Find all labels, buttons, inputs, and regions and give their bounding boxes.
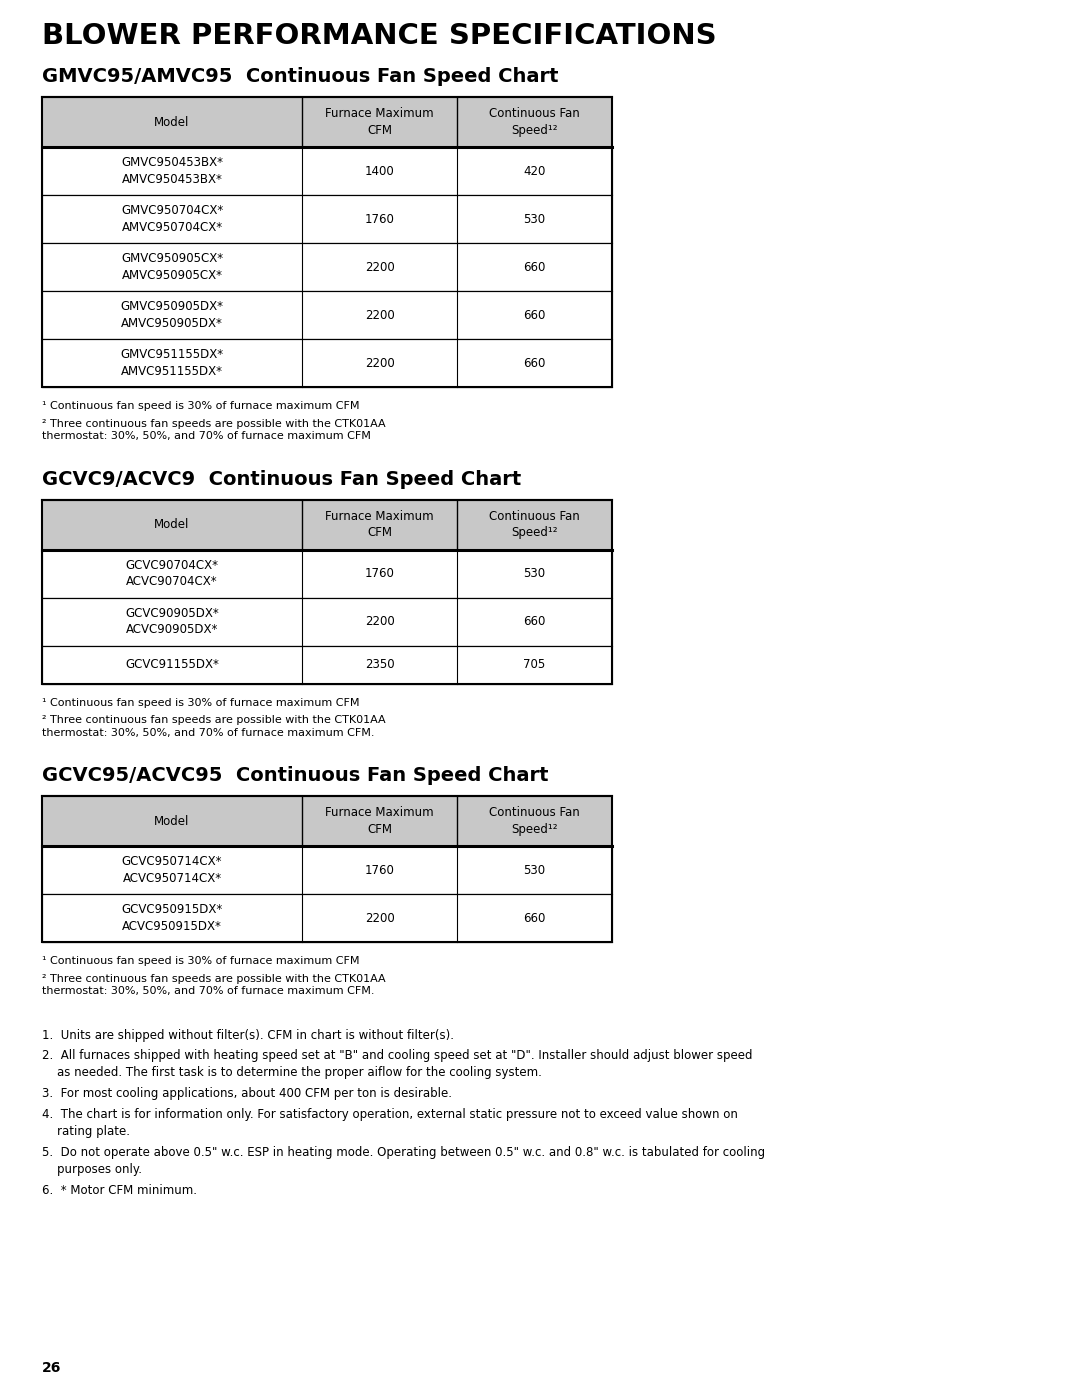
Bar: [42, 196, 612, 243]
Text: ² Three continuous fan speeds are possible with the CTK01AA
thermostat: 30%, 50%: ² Three continuous fan speeds are possib…: [42, 715, 386, 738]
Bar: [42, 796, 612, 847]
Text: Continuous Fan
Speed¹²: Continuous Fan Speed¹²: [489, 108, 580, 137]
Bar: [42, 894, 612, 942]
Text: 660: 660: [524, 615, 545, 629]
Text: 660: 660: [524, 260, 545, 274]
Text: GCVC9/ACVC9  Continuous Fan Speed Chart: GCVC9/ACVC9 Continuous Fan Speed Chart: [42, 469, 522, 489]
Text: 2200: 2200: [365, 356, 394, 369]
Text: Model: Model: [154, 116, 190, 129]
Bar: [42, 147, 612, 196]
Text: 4.  The chart is for information only. For satisfactory operation, external stat: 4. The chart is for information only. Fo…: [42, 1108, 738, 1137]
Text: ¹ Continuous fan speed is 30% of furnace maximum CFM: ¹ Continuous fan speed is 30% of furnace…: [42, 401, 360, 411]
Text: GMVC950453BX*
AMVC950453BX*: GMVC950453BX* AMVC950453BX*: [121, 156, 222, 186]
Bar: [42, 500, 612, 683]
Text: 5.  Do not operate above 0.5" w.c. ESP in heating mode. Operating between 0.5" w: 5. Do not operate above 0.5" w.c. ESP in…: [42, 1146, 765, 1175]
Text: 1760: 1760: [365, 863, 394, 876]
Text: 530: 530: [524, 212, 545, 225]
Text: GMVC950905DX*
AMVC950905DX*: GMVC950905DX* AMVC950905DX*: [121, 300, 224, 330]
Text: 660: 660: [524, 356, 545, 369]
Text: 2.  All furnaces shipped with heating speed set at "B" and cooling speed set at : 2. All furnaces shipped with heating spe…: [42, 1049, 753, 1078]
Text: Furnace Maximum
CFM: Furnace Maximum CFM: [325, 510, 434, 539]
Text: 2200: 2200: [365, 911, 394, 925]
Text: Continuous Fan
Speed¹²: Continuous Fan Speed¹²: [489, 510, 580, 539]
Text: 26: 26: [42, 1361, 62, 1375]
Text: Furnace Maximum
CFM: Furnace Maximum CFM: [325, 108, 434, 137]
Text: GCVC95/ACVC95  Continuous Fan Speed Chart: GCVC95/ACVC95 Continuous Fan Speed Chart: [42, 766, 549, 785]
Bar: [42, 339, 612, 387]
Text: GCVC90704CX*
ACVC90704CX*: GCVC90704CX* ACVC90704CX*: [125, 559, 218, 588]
Bar: [42, 847, 612, 894]
Bar: [42, 243, 612, 291]
Bar: [42, 500, 612, 549]
Bar: [42, 645, 612, 683]
Text: GMVC95/AMVC95  Continuous Fan Speed Chart: GMVC95/AMVC95 Continuous Fan Speed Chart: [42, 67, 558, 87]
Text: 660: 660: [524, 309, 545, 321]
Text: 530: 530: [524, 863, 545, 876]
Text: 3.  For most cooling applications, about 400 CFM per ton is desirable.: 3. For most cooling applications, about …: [42, 1087, 453, 1099]
Text: ¹ Continuous fan speed is 30% of furnace maximum CFM: ¹ Continuous fan speed is 30% of furnace…: [42, 697, 360, 707]
Text: 1760: 1760: [365, 212, 394, 225]
Text: GCVC950714CX*
ACVC950714CX*: GCVC950714CX* ACVC950714CX*: [122, 855, 222, 884]
Text: 2200: 2200: [365, 615, 394, 629]
Text: ² Three continuous fan speeds are possible with the CTK01AA
thermostat: 30%, 50%: ² Three continuous fan speeds are possib…: [42, 974, 386, 996]
Text: GCVC950915DX*
ACVC950915DX*: GCVC950915DX* ACVC950915DX*: [121, 904, 222, 933]
Text: GMVC951155DX*
AMVC951155DX*: GMVC951155DX* AMVC951155DX*: [121, 348, 224, 377]
Text: Model: Model: [154, 814, 190, 827]
Text: 530: 530: [524, 567, 545, 580]
Bar: [42, 796, 612, 942]
Text: Continuous Fan
Speed¹²: Continuous Fan Speed¹²: [489, 806, 580, 835]
Text: 1760: 1760: [365, 567, 394, 580]
Text: BLOWER PERFORMANCE SPECIFICATIONS: BLOWER PERFORMANCE SPECIFICATIONS: [42, 22, 717, 50]
Text: 705: 705: [524, 658, 545, 671]
Bar: [42, 291, 612, 339]
Text: 2200: 2200: [365, 260, 394, 274]
Bar: [42, 96, 612, 387]
Text: Model: Model: [154, 518, 190, 531]
Bar: [42, 96, 612, 147]
Text: GCVC91155DX*: GCVC91155DX*: [125, 658, 219, 671]
Text: GMVC950704CX*
AMVC950704CX*: GMVC950704CX* AMVC950704CX*: [121, 204, 224, 233]
Text: 2350: 2350: [365, 658, 394, 671]
Text: 2200: 2200: [365, 309, 394, 321]
Text: ² Three continuous fan speeds are possible with the CTK01AA
thermostat: 30%, 50%: ² Three continuous fan speeds are possib…: [42, 419, 386, 441]
Text: 660: 660: [524, 911, 545, 925]
Text: ¹ Continuous fan speed is 30% of furnace maximum CFM: ¹ Continuous fan speed is 30% of furnace…: [42, 956, 360, 965]
Text: GCVC90905DX*
ACVC90905DX*: GCVC90905DX* ACVC90905DX*: [125, 606, 219, 636]
Text: GMVC950905CX*
AMVC950905CX*: GMVC950905CX* AMVC950905CX*: [121, 253, 224, 282]
Text: Furnace Maximum
CFM: Furnace Maximum CFM: [325, 806, 434, 835]
Text: 420: 420: [524, 165, 545, 177]
Bar: [42, 549, 612, 598]
Text: 1400: 1400: [365, 165, 394, 177]
Text: 1.  Units are shipped without filter(s). CFM in chart is without filter(s).: 1. Units are shipped without filter(s). …: [42, 1028, 454, 1042]
Bar: [42, 598, 612, 645]
Text: 6.  * Motor CFM minimum.: 6. * Motor CFM minimum.: [42, 1183, 197, 1196]
